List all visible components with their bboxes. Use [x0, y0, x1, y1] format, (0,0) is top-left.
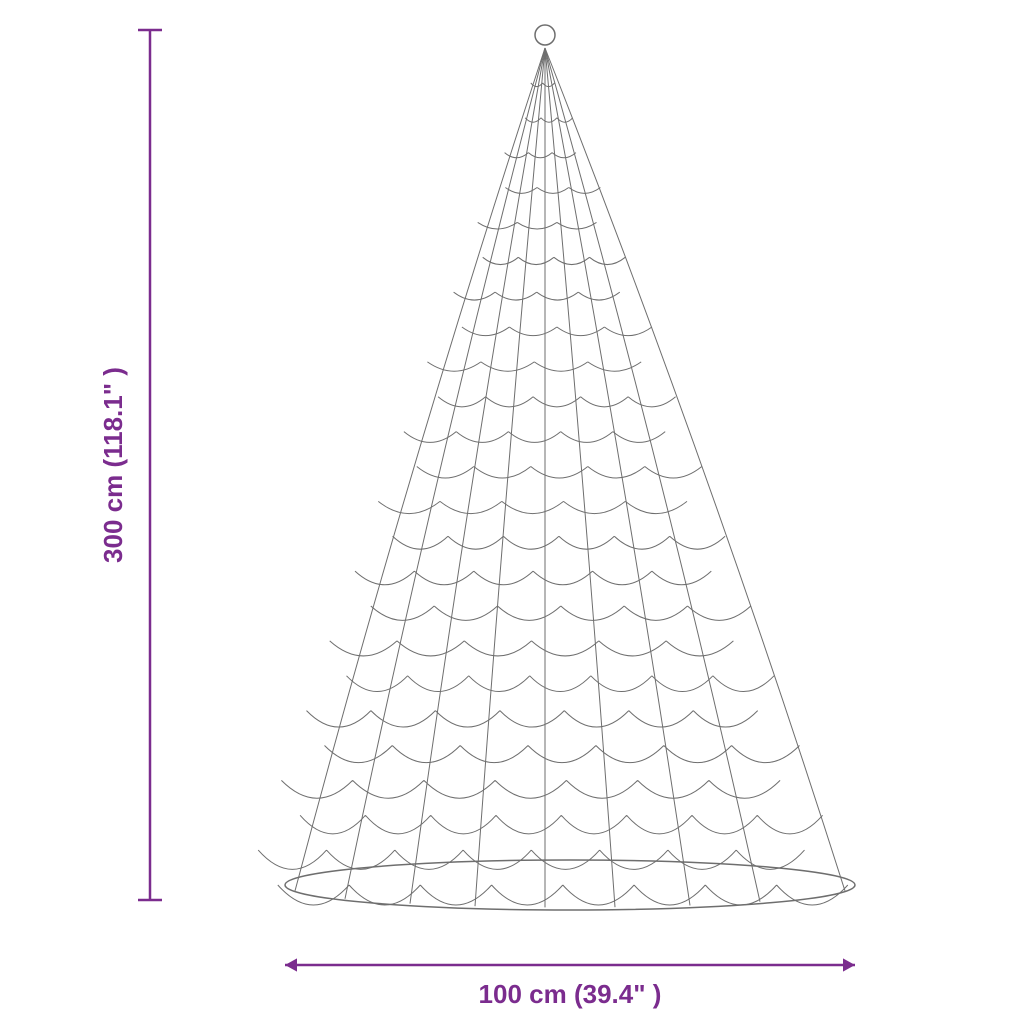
spiral-row [355, 571, 711, 585]
spiral-row [378, 501, 687, 513]
spiral-row [531, 83, 555, 87]
height-label: 300 cm (118.1" ) [98, 367, 128, 563]
vertical-strand [345, 48, 545, 899]
spiral-row [454, 292, 620, 300]
spiral-row [281, 780, 780, 798]
spiral-row [462, 327, 652, 336]
vertical-strand [545, 48, 760, 902]
spiral-row [404, 432, 665, 443]
top-ring [535, 25, 555, 45]
vertical-strand [545, 48, 845, 891]
dimension-diagram: 300 cm (118.1" ) 100 cm (39.4" ) [0, 0, 1024, 1024]
spiral-row [307, 711, 758, 727]
spiral-row [427, 362, 641, 371]
spiral-row [330, 641, 734, 656]
width-label: 100 cm (39.4" ) [479, 979, 662, 1009]
vertical-strand [410, 48, 545, 904]
